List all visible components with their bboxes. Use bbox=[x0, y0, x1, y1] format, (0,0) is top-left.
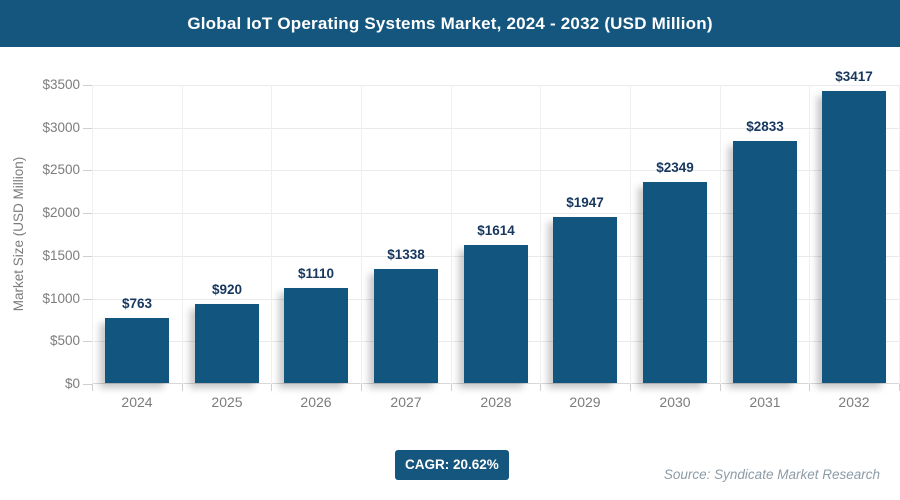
x-tick-label: 2028 bbox=[480, 394, 512, 410]
y-tick-label: $1500 bbox=[42, 248, 80, 263]
y-tick-mark bbox=[83, 85, 92, 86]
y-tick-mark bbox=[83, 384, 92, 385]
bar-value-label: $920 bbox=[211, 282, 243, 297]
v-gridline bbox=[451, 85, 452, 384]
bar-value-label: $2833 bbox=[746, 119, 784, 134]
h-gridline bbox=[92, 128, 899, 129]
bar bbox=[643, 182, 707, 383]
x-tick-label: 2026 bbox=[300, 394, 332, 410]
cagr-badge: CAGR: 20.62% bbox=[395, 450, 509, 480]
v-gridline bbox=[809, 85, 810, 384]
bar bbox=[374, 269, 438, 383]
chart-title: Global IoT Operating Systems Market, 202… bbox=[187, 13, 713, 33]
y-tick-mark bbox=[83, 299, 92, 300]
v-gridline bbox=[92, 85, 93, 384]
bar bbox=[284, 288, 348, 383]
bar-value-label: $1338 bbox=[387, 247, 425, 262]
bar-value-label: $1947 bbox=[566, 195, 604, 210]
v-gridline bbox=[361, 85, 362, 384]
y-tick-label: $3500 bbox=[42, 77, 80, 92]
h-gridline bbox=[92, 170, 899, 171]
v-gridline bbox=[271, 85, 272, 384]
bar-value-label: $763 bbox=[121, 296, 153, 311]
bar bbox=[464, 245, 528, 383]
y-tick-label: $2500 bbox=[42, 162, 80, 177]
y-tick-label: $2000 bbox=[42, 205, 80, 220]
bar bbox=[733, 141, 797, 383]
y-tick-mark bbox=[83, 213, 92, 214]
x-tick-mark bbox=[540, 384, 541, 391]
y-tick-mark bbox=[83, 128, 92, 129]
y-tick-label: $500 bbox=[49, 333, 80, 348]
h-gridline bbox=[92, 85, 899, 86]
y-axis-title: Market Size (USD Million) bbox=[11, 156, 26, 312]
bar bbox=[195, 304, 259, 383]
bar-value-label: $1110 bbox=[297, 266, 335, 281]
bar-value-label: $3417 bbox=[835, 69, 873, 84]
y-tick-mark bbox=[83, 341, 92, 342]
v-gridline bbox=[630, 85, 631, 384]
x-tick-label: 2031 bbox=[749, 394, 781, 410]
x-tick-label: 2027 bbox=[390, 394, 422, 410]
y-tick-label: $3000 bbox=[42, 120, 80, 135]
x-tick-mark bbox=[271, 384, 272, 391]
x-tick-label: 2024 bbox=[121, 394, 153, 410]
x-tick-label: 2029 bbox=[569, 394, 601, 410]
x-tick-label: 2032 bbox=[838, 394, 870, 410]
chart-title-bar: Global IoT Operating Systems Market, 202… bbox=[0, 0, 900, 47]
plot-area: $763 $920 $1110 $1338 $1614 $1947 $2349 $2833 $3… bbox=[92, 69, 900, 391]
h-gridline bbox=[92, 213, 899, 214]
bar-value-label: $1614 bbox=[477, 223, 515, 238]
v-gridline bbox=[540, 85, 541, 384]
x-tick-mark bbox=[809, 384, 810, 391]
source-text: Source: Syndicate Market Research bbox=[663, 467, 880, 482]
bar-value-label: $2349 bbox=[656, 160, 694, 175]
y-tick-label: $1000 bbox=[42, 291, 80, 306]
x-tick-mark bbox=[182, 384, 183, 391]
y-tick-mark bbox=[83, 256, 92, 257]
x-tick-mark bbox=[720, 384, 721, 391]
v-gridline bbox=[720, 85, 721, 384]
x-tick-mark bbox=[630, 384, 631, 391]
x-tick-label: 2025 bbox=[211, 394, 243, 410]
y-tick-label: $0 bbox=[64, 376, 80, 391]
y-tick-mark bbox=[83, 170, 92, 171]
x-tick-mark bbox=[361, 384, 362, 391]
x-tick-mark bbox=[451, 384, 452, 391]
x-tick-mark bbox=[92, 384, 93, 391]
v-gridline bbox=[182, 85, 183, 384]
bar bbox=[553, 217, 617, 383]
bar bbox=[822, 91, 886, 383]
x-tick-label: 2030 bbox=[659, 394, 691, 410]
bar bbox=[105, 318, 169, 383]
